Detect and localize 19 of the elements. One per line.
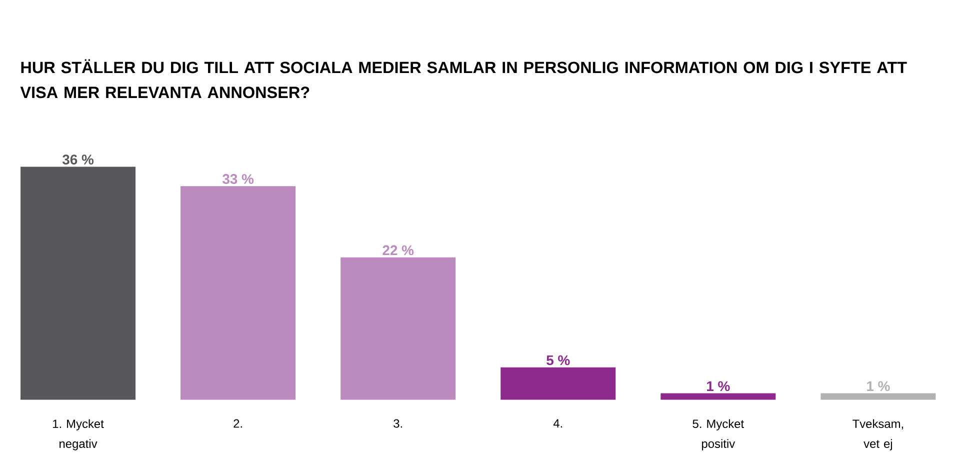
x-tick-label: Tveksam, vet ej — [852, 419, 904, 450]
data-label: 5 % — [546, 355, 570, 366]
x-tick-label: 5. Mycket positiv — [692, 419, 744, 450]
data-label: 22 % — [382, 245, 414, 256]
chart-title: HUR STÄLLER DU DIG TILL ATT SOCIALA MEDIER SAMLAR IN PERSONLIG INFORMATION OM DIG I SYFTE ATT VISA MER RELEVANTA ANNONSER? — [20, 59, 907, 98]
data-label: 1 % — [707, 381, 730, 392]
bar — [340, 257, 456, 400]
bar — [180, 186, 296, 400]
data-label: 36 % — [62, 154, 94, 165]
x-tick-label: 3. — [394, 419, 402, 428]
data-label: 33 % — [222, 174, 254, 184]
bar — [820, 393, 936, 400]
bar — [500, 367, 616, 400]
bar — [660, 393, 776, 400]
x-tick-label: 2. — [234, 419, 242, 428]
bar — [20, 166, 136, 400]
x-tick-label: 1. Mycket negativ — [53, 419, 104, 450]
x-tick-label: 4. — [553, 419, 562, 428]
data-label: 1 % — [867, 381, 890, 392]
